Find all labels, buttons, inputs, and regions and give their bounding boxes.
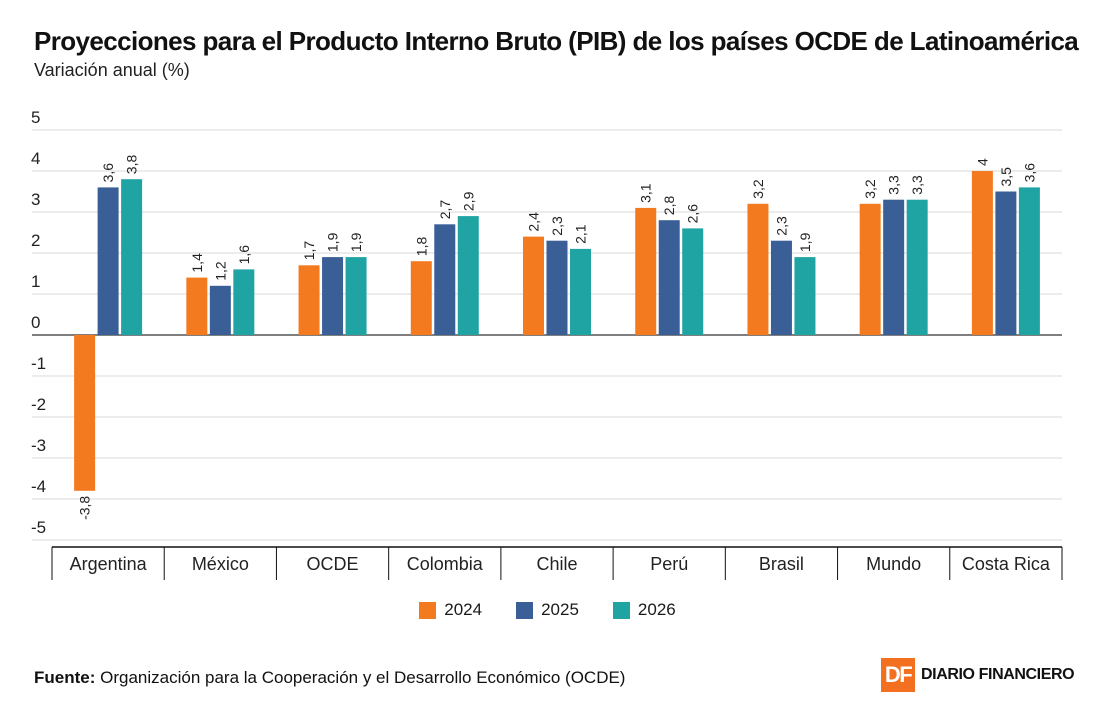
x-tick-label: México bbox=[192, 554, 249, 574]
legend-label: 2025 bbox=[541, 600, 579, 619]
bar-2026 bbox=[906, 199, 928, 335]
legend-item-2025[interactable]: 2025 bbox=[516, 600, 579, 620]
bar-2026 bbox=[794, 257, 816, 335]
chart-title: Proyecciones para el Producto Interno Br… bbox=[34, 26, 1079, 56]
x-tick-label: Chile bbox=[536, 554, 577, 574]
y-tick-label: 5 bbox=[31, 108, 40, 127]
bar-value-label: 2,3 bbox=[549, 216, 565, 236]
bar-2026 bbox=[345, 257, 367, 335]
y-tick-label: 4 bbox=[31, 149, 40, 168]
bar-value-label: 3,2 bbox=[750, 179, 766, 199]
x-tick-label: OCDE bbox=[307, 554, 359, 574]
bar-value-label: 1,2 bbox=[212, 261, 228, 281]
x-tick-label: Mundo bbox=[866, 554, 921, 574]
logo-text: DIARIO FINANCIERO bbox=[921, 666, 1075, 683]
brand-logo: DF DIARIO FINANCIERO bbox=[881, 658, 1075, 692]
legend-item-2026[interactable]: 2026 bbox=[612, 600, 676, 620]
y-tick-label: -5 bbox=[31, 518, 46, 537]
bar-value-label: 3,6 bbox=[100, 163, 116, 183]
bar-2025 bbox=[97, 187, 119, 335]
bar-2025 bbox=[658, 220, 680, 335]
legend-swatch bbox=[419, 601, 437, 619]
x-tick-label: Costa Rica bbox=[962, 554, 1051, 574]
bar-2026 bbox=[1018, 187, 1040, 335]
bar-chart: 5 4 3 2 1 0 -1 -2 -3 -4 -5 -3,8 3,6 3,8 1,4 1,2 1,6 1,7 1… bbox=[31, 108, 1063, 580]
legend-label: 2024 bbox=[444, 600, 483, 619]
bar-2024 bbox=[74, 335, 96, 491]
bar-value-label: 2,3 bbox=[773, 216, 789, 236]
bar-2025 bbox=[434, 224, 456, 335]
bar-value-label: 1,9 bbox=[797, 232, 813, 252]
bar-2026 bbox=[570, 248, 591, 335]
bar-2024 bbox=[298, 265, 320, 335]
bar-value-label: 3,3 bbox=[886, 175, 902, 195]
bar-value-label: 2,6 bbox=[685, 204, 701, 224]
bar-value-label: 3,3 bbox=[909, 175, 925, 195]
bar-value-label: 2,8 bbox=[661, 196, 677, 216]
bar-value-label: 3,5 bbox=[998, 167, 1014, 187]
bar-2025 bbox=[883, 199, 905, 335]
y-tick-label: -2 bbox=[31, 395, 46, 414]
bar-2025 bbox=[322, 257, 344, 335]
bar-2025 bbox=[995, 191, 1017, 335]
bar-value-label: 1,8 bbox=[413, 237, 429, 257]
logo-mark: DF bbox=[881, 658, 915, 692]
bar-2024 bbox=[635, 207, 657, 335]
bar-value-label: 3,1 bbox=[638, 183, 654, 203]
bar-value-label: 2,4 bbox=[526, 212, 542, 232]
bar-2024 bbox=[859, 203, 881, 335]
y-tick-label: -3 bbox=[31, 436, 46, 455]
source-label: Fuente: bbox=[34, 668, 96, 687]
bar-value-label: 3,2 bbox=[862, 179, 878, 199]
bar-value-label: 1,7 bbox=[301, 241, 317, 261]
bar-value-label: 1,9 bbox=[348, 232, 364, 252]
bar-2025 bbox=[546, 240, 568, 335]
bar-value-label: 3,6 bbox=[1021, 163, 1037, 183]
y-tick-label: -4 bbox=[31, 477, 46, 496]
legend-swatch bbox=[516, 601, 534, 619]
y-axis-ticks: 5 4 3 2 1 0 -1 -2 -3 -4 -5 bbox=[31, 108, 46, 537]
bar-2026 bbox=[457, 216, 479, 335]
x-tick-label: Brasil bbox=[759, 554, 804, 574]
x-tick-label: Argentina bbox=[70, 554, 148, 574]
legend: 2024 2025 2026 bbox=[0, 600, 1095, 620]
source-note: Fuente: Organización para la Cooperación… bbox=[34, 668, 625, 688]
bars bbox=[74, 171, 1040, 491]
x-tick-label: Perú bbox=[650, 554, 688, 574]
bar-value-label: 2,1 bbox=[573, 224, 589, 244]
bar-value-label: 1,4 bbox=[189, 253, 205, 273]
data-labels: -3,8 3,6 3,8 1,4 1,2 1,6 1,7 1,9 1,9 1,8 2,7 2,9 2,4… bbox=[77, 155, 1038, 520]
bar-2026 bbox=[682, 228, 704, 335]
y-tick-label: 2 bbox=[31, 231, 40, 250]
bar-2024 bbox=[971, 171, 993, 335]
bar-value-label: 4 bbox=[974, 158, 990, 166]
legend-label: 2026 bbox=[637, 600, 676, 619]
bar-2024 bbox=[186, 277, 208, 335]
legend-item-2024[interactable]: 2024 bbox=[419, 600, 482, 620]
bar-value-label: 2,7 bbox=[437, 200, 453, 220]
bar-2024 bbox=[410, 261, 432, 335]
bar-2026 bbox=[233, 269, 255, 335]
bar-value-label: 1,9 bbox=[325, 232, 341, 252]
chart-subtitle: Variación anual (%) bbox=[34, 60, 190, 80]
x-tick-label: Colombia bbox=[407, 554, 484, 574]
x-axis: Argentina México OCDE Colombia Chile Perú Bras… bbox=[51, 546, 1063, 580]
bar-value-label: 1,6 bbox=[236, 245, 252, 265]
bar-2024 bbox=[747, 203, 769, 335]
bar-2026 bbox=[121, 179, 143, 335]
bar-value-label: 2,9 bbox=[460, 191, 476, 211]
bar-value-label: 3,8 bbox=[124, 155, 140, 175]
bar-2025 bbox=[770, 240, 792, 335]
y-tick-label: -1 bbox=[31, 354, 46, 373]
y-tick-label: 3 bbox=[31, 190, 40, 209]
y-tick-label: 0 bbox=[31, 313, 40, 332]
bar-value-label: -3,8 bbox=[77, 496, 93, 520]
legend-swatch bbox=[612, 601, 630, 619]
y-tick-label: 1 bbox=[31, 272, 40, 291]
bar-2024 bbox=[523, 236, 544, 335]
bar-2025 bbox=[209, 285, 231, 335]
source-text: Organización para la Cooperación y el De… bbox=[100, 668, 626, 687]
